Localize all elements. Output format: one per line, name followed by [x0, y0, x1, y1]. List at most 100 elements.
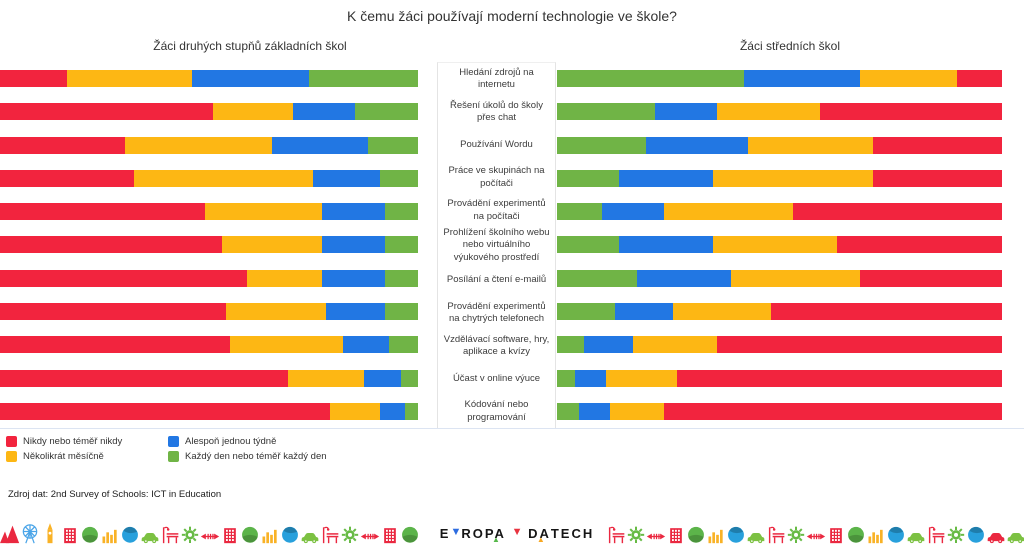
bar-row [0, 262, 418, 295]
bar-row [0, 361, 418, 394]
category-label: Kódování nebo programování [464, 399, 529, 423]
bar-row [557, 95, 1002, 128]
decor-icon [200, 519, 220, 549]
tower-icon [47, 523, 53, 544]
building-icon [384, 528, 396, 544]
gap-left [418, 62, 437, 428]
category-label: Provádění experimentů na počítači [447, 198, 546, 222]
stacked-bar [0, 402, 418, 420]
decor-icon [220, 519, 240, 549]
lamp-bench-icon [322, 526, 339, 544]
bar-segment-monthly [213, 103, 293, 121]
car-icon [141, 533, 159, 544]
globe-swirl-icon [728, 526, 744, 543]
stacked-bar [557, 269, 1002, 287]
bar-segment-never [0, 169, 134, 187]
bar-segment-never [0, 103, 214, 121]
bar-row [557, 295, 1002, 328]
chart-area: Hledání zdrojů na internetu Řešení úkolů … [0, 62, 1024, 429]
globe-swirl-icon [282, 526, 298, 543]
bar-segment-monthly [730, 269, 860, 287]
ferris-wheel-icon [22, 524, 38, 544]
legend-swatch-daily [168, 451, 179, 462]
bar-segment-weekly [313, 169, 381, 187]
legend: Nikdy nebo téměř nikdy Několikrát měsíčně… [6, 436, 327, 462]
decor-icon [360, 519, 380, 549]
gear-icon [627, 526, 645, 543]
logo-text: A [539, 525, 551, 541]
bar-segment-monthly [632, 336, 718, 354]
bar-segment-daily [355, 103, 418, 121]
bar-segment-monthly [288, 369, 364, 387]
bar-segment-never [0, 203, 205, 221]
bar-segment-never [0, 236, 222, 254]
decor-icon [300, 519, 320, 549]
stacked-bar [0, 103, 418, 121]
bar-segment-monthly [712, 169, 873, 187]
decor-icon [120, 519, 140, 549]
decor-icon [60, 519, 80, 549]
stacked-bar [557, 136, 1002, 154]
bar-segment-monthly [125, 136, 272, 154]
stacked-bar [0, 369, 418, 387]
bar-segment-monthly [610, 402, 664, 420]
category-labels: Hledání zdrojů na internetu Řešení úkolů … [437, 62, 556, 428]
legend-item: Alespoň jednou týdně [168, 436, 327, 447]
logo-triangle-down-icon: ▼ [450, 525, 462, 538]
globe-land-icon [688, 526, 704, 543]
car-icon [301, 533, 319, 544]
car-icon [1007, 533, 1024, 544]
decor-icon [240, 519, 260, 549]
bar-row [557, 395, 1002, 428]
arrows-icon [806, 533, 826, 540]
building-icon [830, 528, 842, 544]
car-icon [907, 533, 925, 544]
category-label: Vzdělávací software, hry, aplikace a kví… [443, 333, 550, 357]
arrows-icon [360, 533, 380, 540]
logo-text: D [522, 525, 540, 541]
bar-row [0, 129, 418, 162]
legend-swatch-monthly [6, 451, 17, 462]
decor-icon [140, 519, 160, 549]
left-chart-title: Žáci druhých stupňů základních škol [153, 39, 347, 53]
globe-land-icon [848, 526, 864, 543]
building-icon [224, 528, 236, 544]
globe-swirl-icon [888, 526, 904, 543]
decor-icon [280, 519, 300, 549]
bar-row [0, 228, 418, 261]
decor-icon [806, 519, 826, 549]
decor-icon [786, 519, 806, 549]
bar-segment-monthly [133, 169, 314, 187]
right-chart-title: Žáci středních škol [739, 39, 841, 53]
bar-segment-daily [557, 203, 602, 221]
bar-segment-weekly [583, 336, 633, 354]
chart-bars-icon [708, 529, 723, 544]
bar-segment-daily [384, 203, 418, 221]
category-label: Účast v online výuce [452, 372, 541, 384]
legend-item: Několikrát měsíčně [6, 451, 168, 462]
bar-segment-monthly [229, 336, 343, 354]
gap-right [1002, 62, 1024, 428]
bar-segment-monthly [66, 70, 193, 88]
bar-segment-monthly [225, 302, 327, 320]
decor-icon [20, 519, 40, 549]
gear-icon [947, 526, 965, 543]
stacked-bar [557, 236, 1002, 254]
bar-segment-daily [557, 269, 638, 287]
bar-segment-monthly [859, 70, 958, 88]
stacked-bar [0, 169, 418, 187]
bar-row [557, 328, 1002, 361]
lamp-bench-icon [928, 526, 945, 544]
bar-segment-daily [557, 302, 615, 320]
mountains-icon [0, 525, 20, 544]
car-icon [987, 533, 1005, 544]
bar-segment-daily [557, 369, 575, 387]
bar-segment-never [859, 269, 1002, 287]
decor-icon [180, 519, 200, 549]
bar-segment-daily [388, 336, 418, 354]
bar-row [0, 162, 418, 195]
decor-icon [926, 519, 946, 549]
bar-segment-monthly [672, 302, 771, 320]
bar-segment-weekly [574, 369, 606, 387]
car-icon [747, 533, 765, 544]
